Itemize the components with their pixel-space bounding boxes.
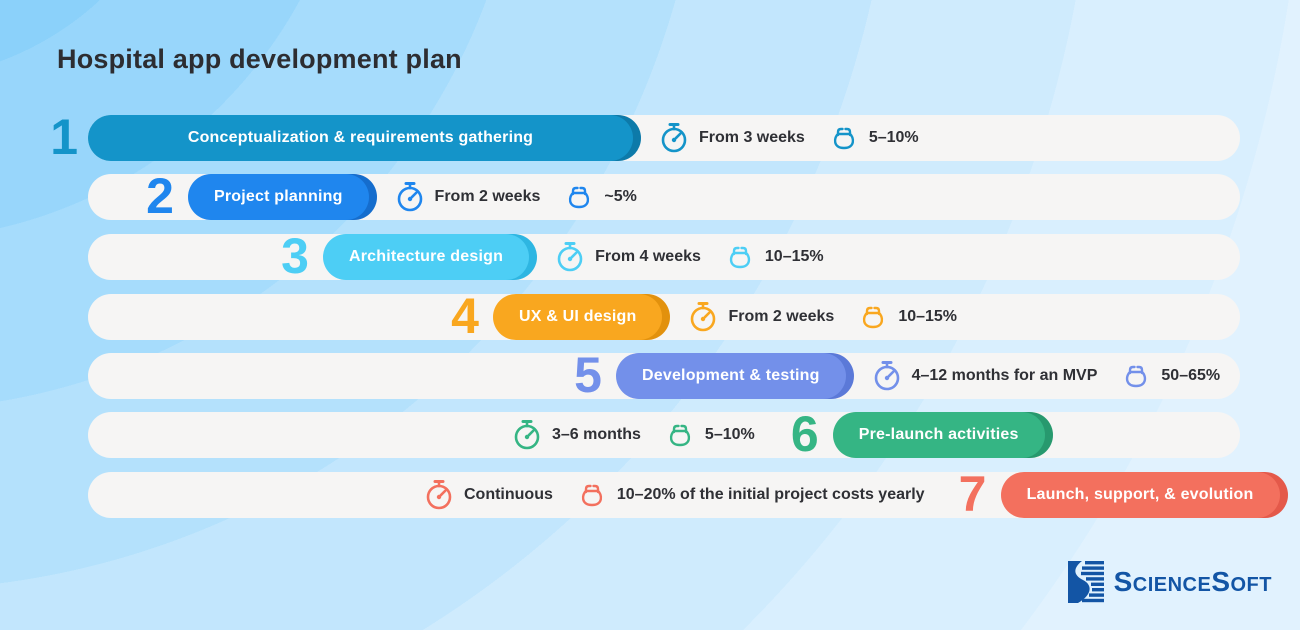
stopwatch-icon bbox=[426, 480, 452, 510]
stopwatch-icon bbox=[874, 361, 899, 391]
duration-stat: 3–6 months bbox=[512, 419, 641, 451]
step-pill: Development & testing bbox=[616, 353, 846, 399]
sciencesoft-logo: ScienceSoft bbox=[1065, 560, 1272, 604]
cost-stat: 5–10% bbox=[665, 420, 755, 450]
step-number: 3 bbox=[281, 228, 309, 284]
stopwatch-icon bbox=[514, 420, 540, 450]
cost-text: 50–65% bbox=[1161, 367, 1221, 384]
sciencesoft-logo-text: ScienceSoft bbox=[1113, 566, 1272, 597]
stopwatch-icon bbox=[557, 242, 583, 272]
step-row-5: 5 Development & testing 4–12 months for … bbox=[88, 347, 1240, 403]
cost-stat: 10–20% of the initial project costs year… bbox=[577, 480, 925, 510]
step-number: 7 bbox=[958, 466, 987, 522]
step-number: 6 bbox=[790, 406, 819, 462]
step-pill: Project planning bbox=[188, 174, 369, 220]
step-number: 2 bbox=[146, 168, 174, 224]
stopwatch-icon bbox=[397, 182, 422, 212]
duration-text: From 4 weeks bbox=[595, 248, 701, 265]
step-row-7: Continuous 10–20% of the initial project… bbox=[88, 466, 1280, 522]
step-number: 1 bbox=[50, 109, 78, 165]
duration-text: From 2 weeks bbox=[434, 188, 541, 205]
duration-stat: From 3 weeks bbox=[659, 122, 805, 154]
stopwatch-icon bbox=[691, 302, 716, 332]
step-pill: UX & UI design bbox=[493, 294, 663, 340]
step-pill: Conceptualization & requirements gatheri… bbox=[88, 115, 633, 161]
cost-stat: 50–65% bbox=[1121, 361, 1220, 391]
purse-icon bbox=[833, 127, 854, 150]
duration-text: 4–12 months for an MVP bbox=[911, 367, 1098, 384]
step-pill: Launch, support, & evolution bbox=[1000, 472, 1280, 518]
duration-text: From 2 weeks bbox=[728, 308, 835, 325]
cost-stat: 5–10% bbox=[829, 123, 919, 153]
step-row-2: 2 Project planning From 2 weeks ~5% bbox=[88, 168, 1240, 224]
duration-stat: From 2 weeks bbox=[395, 181, 541, 213]
cost-text: 10–15% bbox=[898, 308, 958, 325]
step-row-1: 1 Conceptualization & requirements gathe… bbox=[50, 112, 1240, 162]
cost-text: 10–20% of the initial project costs year… bbox=[616, 486, 925, 503]
cost-text: 5–10% bbox=[868, 129, 919, 146]
step-row-3: 3 Architecture design From 4 weeks 10–15… bbox=[88, 228, 1240, 284]
purse-icon bbox=[863, 306, 884, 329]
cost-stat: 10–15% bbox=[725, 242, 824, 272]
duration-text: Continuous bbox=[464, 486, 553, 503]
duration-stat: From 2 weeks bbox=[688, 301, 834, 333]
step-number: 5 bbox=[574, 347, 602, 403]
stopwatch-icon bbox=[661, 123, 687, 153]
step-number: 4 bbox=[451, 288, 479, 344]
purse-icon bbox=[1126, 365, 1147, 388]
cost-stat: ~5% bbox=[564, 182, 637, 212]
purse-icon bbox=[669, 424, 691, 447]
cost-stat: 10–15% bbox=[858, 302, 957, 332]
sciencesoft-logo-mark bbox=[1067, 561, 1104, 603]
duration-stat: Continuous bbox=[424, 479, 553, 511]
duration-text: 3–6 months bbox=[552, 426, 641, 443]
cost-text: ~5% bbox=[604, 188, 637, 205]
page-title: Hospital app development plan bbox=[57, 44, 462, 74]
duration-stat: From 4 weeks bbox=[555, 241, 701, 273]
purse-icon bbox=[569, 186, 590, 209]
duration-text: From 3 weeks bbox=[699, 129, 805, 146]
step-pill: Pre-launch activities bbox=[832, 412, 1045, 458]
step-row-6: 3–6 months 5–10% 6 Pre-launch activities bbox=[88, 406, 1240, 462]
step-row-4: 4 UX & UI design From 2 weeks 10–15% bbox=[88, 288, 1240, 344]
cost-text: 10–15% bbox=[764, 248, 824, 265]
step-pill: Architecture design bbox=[323, 234, 530, 280]
duration-stat: 4–12 months for an MVP bbox=[872, 360, 1098, 392]
cost-text: 5–10% bbox=[704, 426, 755, 443]
purse-icon bbox=[729, 246, 750, 269]
purse-icon bbox=[581, 484, 602, 507]
